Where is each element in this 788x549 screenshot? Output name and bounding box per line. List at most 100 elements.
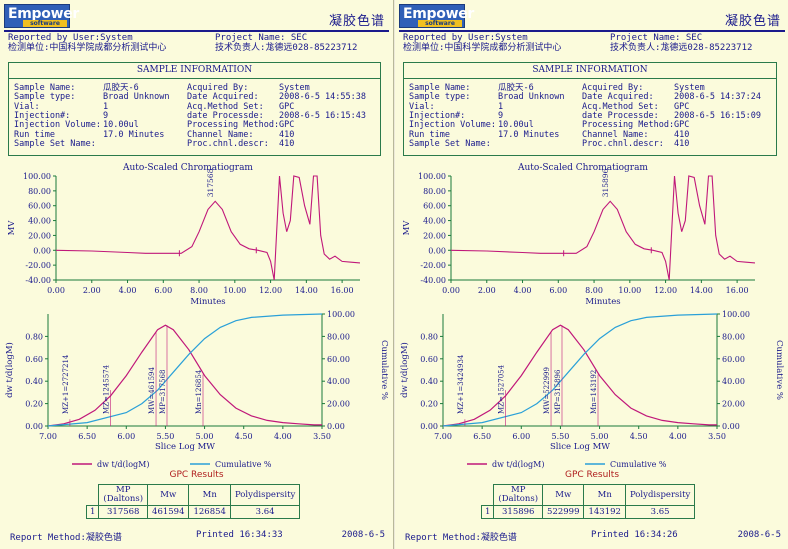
x-tick-label: 12.00 [259,286,282,295]
header-rule [4,30,389,32]
x-tick-label: 16.00 [726,286,749,295]
y2-tick-label: 20.00 [722,400,745,409]
info-label: Proc.chnl.descr: [187,138,269,149]
info-value: GPC [674,101,690,112]
info-value: GPC [279,120,295,131]
x-tick-label: 5.50 [552,432,570,441]
sample-information-box: SAMPLE INFORMATION Sample Name: 瓜胶天-6 Sampl… [8,62,381,156]
info-value: 10.00ul [103,120,139,131]
y2-tick-label: 100.00 [327,310,355,319]
y-tick-label: -20.00 [420,261,446,270]
x-tick-label: 10.00 [618,286,641,295]
info-label: Sample type: [409,92,471,103]
contact: 技术负责人:尨德远028-85223712 [215,43,358,53]
x-tick-label: 6.00 [512,432,530,441]
x-axis-label: Minutes [190,297,225,307]
y-axis-label: MV [7,220,17,236]
x-tick-label: 4.50 [630,432,648,441]
sample-information-box: SAMPLE INFORMATION Sample Name: 瓜胶天-6 Sampl… [403,62,777,156]
info-value: GPC [279,101,295,112]
mw-label: Mn=126854 [195,369,203,414]
info-label: Acquired By: [582,83,644,93]
table-cell: 522999 [542,505,585,519]
y-tick-label: -40.00 [25,276,51,285]
info-value: Broad Unknown [103,92,170,103]
x-tick-label: 6.00 [549,286,567,295]
x-tick-label: 7.00 [434,432,452,441]
info-label: Sample type: [14,92,76,103]
y-tick-label: 40.00 [28,217,51,226]
x-tick-label: 16.00 [331,286,354,295]
dw-series-line [47,324,322,427]
info-label: Sample Name: [14,83,76,93]
info-value: System [674,83,705,93]
y2-tick-label: 60.00 [722,355,745,364]
project-name: Project Name: SEC [610,33,703,43]
cumulative-series-line [442,313,718,427]
x-tick-label: 8.00 [190,286,208,295]
peak-label: 317568 [206,168,215,197]
info-value: 17.0 Minutes [103,129,165,140]
contact: 技术负责人:尨德远028-85223712 [610,43,753,53]
x-tick-label: 8.00 [585,286,603,295]
printed-time: Printed 16:34:33 [196,530,283,540]
x-tick-label: 14.00 [295,286,318,295]
x-tick-label: 5.00 [591,432,609,441]
x-tick-label: 4.00 [274,432,292,441]
info-value: 2008-6-5 14:55:38 [279,92,366,103]
empower-logo: Empower software [4,4,79,28]
info-value: 410 [674,129,690,140]
mw-label: MP=317568 [159,370,167,414]
logo-word: Empower [403,6,475,22]
legend-cum-label: Cumulative % [215,460,272,469]
table-header-row: MP (Daltons) Mw Mn Polydispersity [482,484,696,506]
chromatogram-series-line [451,175,755,280]
reported-by: Reported by User:System [403,33,528,43]
mw-label: Mn=143192 [590,370,598,414]
y-tick-label: 40.00 [423,217,446,226]
y-tick-label: 0.60 [420,355,438,364]
table-cell: 126854 [188,505,231,519]
logo-sub: software [418,20,462,27]
info-label: Sample Set Name: [14,138,96,149]
x-axis-label: Slice Log MW [550,442,610,452]
info-label: Date Acquired: [187,92,259,103]
gpc-results-title: GPC Results [564,470,620,480]
y-tick-label: 60.00 [423,202,446,211]
printed-time: Printed 16:34:26 [591,530,678,540]
info-value: 1 [103,101,109,112]
chromatogram-title: Auto-Scaled Chromatiogram [122,163,253,173]
table-header-cell [482,485,494,506]
chromatogram-series-line [56,175,360,280]
info-value: 9 [498,110,504,121]
x-tick-label: 2.00 [478,286,496,295]
legend-dw-label: dw t/d(logM) [97,460,149,469]
logo-word: Empower [8,6,80,22]
info-label: Proc.chnl.descr: [582,138,664,149]
mw-label: MZ=1245574 [103,364,111,414]
info-label: Date Acquired: [582,92,654,103]
y2-tick-label: 40.00 [722,377,745,386]
y-tick-label: 100.00 [418,172,446,181]
x-tick-label: 10.00 [223,286,246,295]
y2-tick-label: 0.00 [722,422,740,431]
legend-cum-label: Cumulative % [610,460,667,469]
info-label: Acquired By: [187,83,249,93]
table-header-row: MP (Daltons) Mw Mn Polydispersity [87,484,301,506]
table-header-cell: Mn [583,484,626,506]
info-value: 瓜胶天-6 [103,83,139,93]
y-tick-label: 0.80 [420,332,438,341]
y2-axis-label: Cumulative % [774,340,784,400]
mw-label: MW=461594 [148,367,156,414]
chromatogram-title: Auto-Scaled Chromatiogram [517,163,648,173]
mw-label: MP=315896 [554,369,562,414]
y-axis-label: MV [402,220,412,236]
info-value: 17.0 Minutes [498,129,560,140]
y2-tick-label: 80.00 [722,332,745,341]
x-tick-label: 6.50 [473,432,491,441]
y2-tick-label: 20.00 [327,400,350,409]
y-tick-label: 80.00 [28,187,51,196]
legend-dw-label: dw t/d(logM) [492,460,544,469]
x-tick-label: 4.50 [235,432,253,441]
y-tick-label: 80.00 [423,187,446,196]
